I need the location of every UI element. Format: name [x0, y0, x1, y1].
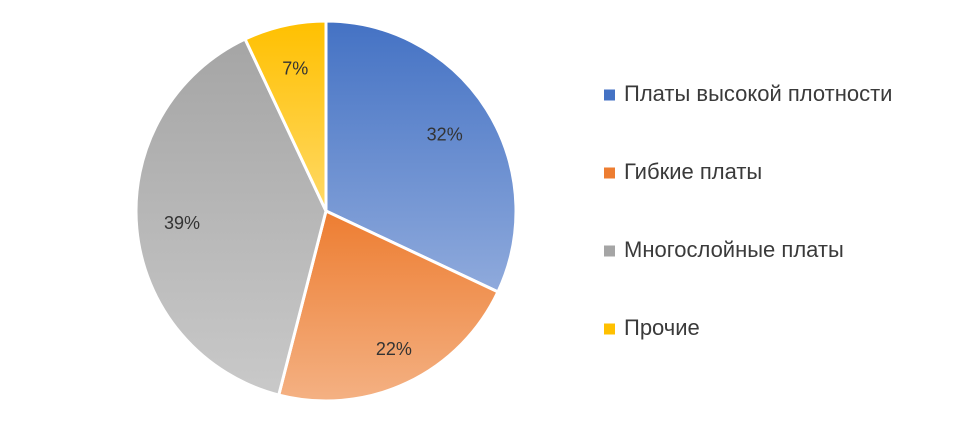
legend-swatch-2	[604, 167, 615, 179]
legend-label-4: Прочие	[624, 315, 700, 340]
pie-slice-1	[324, 19, 518, 294]
legend-swatch-1	[604, 89, 615, 101]
data-labels: 32% 22% 39% 7%	[164, 59, 463, 359]
pie-slice-4	[243, 19, 328, 212]
pie-slices	[134, 19, 518, 403]
legend-swatch-3	[604, 245, 615, 257]
legend-label-1: Платы высокой плотности	[624, 81, 892, 106]
legend-swatch-4	[604, 323, 615, 335]
data-label-3: 39%	[164, 213, 200, 233]
pie-slice-2	[276, 208, 500, 403]
legend: Платы высокой плотности Гибкие платы Много…	[604, 81, 892, 340]
pie-slice-3	[134, 37, 328, 397]
data-label-1: 32%	[427, 124, 463, 144]
legend-label-2: Гибкие платы	[624, 159, 762, 184]
data-label-4: 7%	[282, 59, 308, 79]
legend-label-3: Многослойные платы	[624, 237, 844, 262]
data-label-2: 22%	[376, 339, 412, 359]
